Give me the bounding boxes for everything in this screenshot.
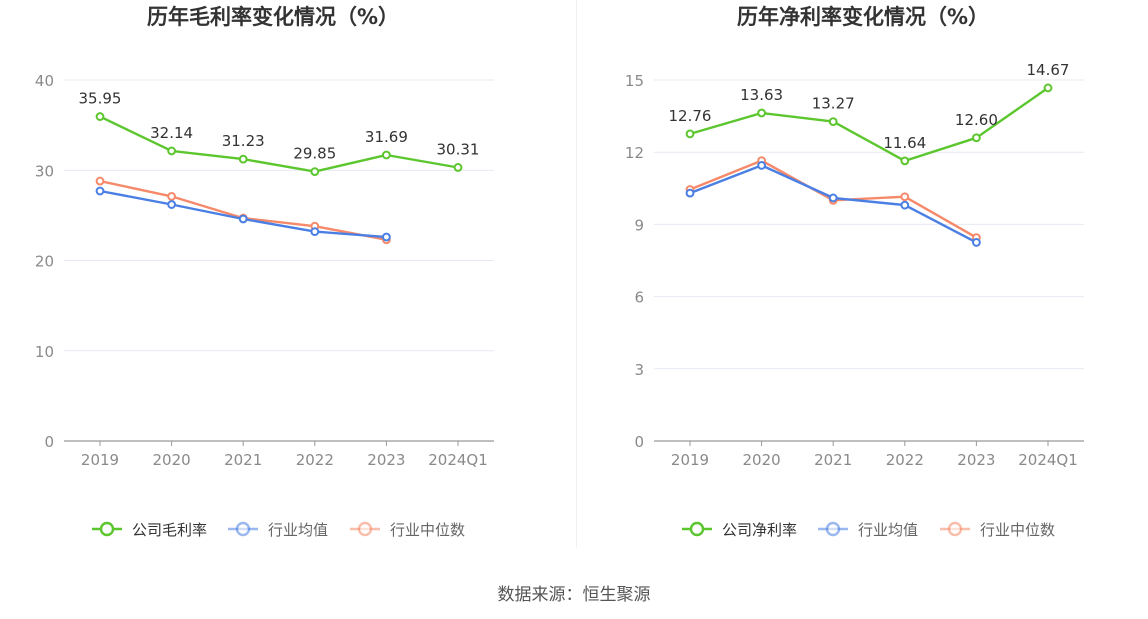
data-point — [238, 214, 248, 224]
x-tick-label: 2020 — [743, 451, 781, 469]
legend-marker — [99, 521, 115, 537]
legend-marker — [947, 521, 963, 537]
data-point — [382, 150, 391, 160]
y-tick-label: 9 — [634, 216, 644, 234]
x-tick-label: 2021 — [224, 451, 262, 469]
data-point — [757, 161, 766, 170]
data-label: 12.76 — [669, 107, 712, 125]
x-tick-label: 2022 — [296, 451, 334, 469]
data-point — [95, 112, 105, 121]
x-tick-label: 2020 — [153, 451, 191, 469]
data-label: 14.67 — [1027, 61, 1070, 79]
data-point — [972, 133, 981, 143]
legend-label: 公司净利率 — [722, 521, 797, 539]
x-tick-label: 2022 — [886, 451, 924, 469]
legend-marker — [825, 521, 841, 537]
y-tick-label: 10 — [35, 343, 54, 361]
series-line-1 — [99, 115, 459, 173]
data-point — [828, 117, 838, 127]
panel-divider — [576, 0, 577, 548]
data-source-note: 数据来源：恒生聚源 — [497, 585, 651, 605]
chart-title: 历年净利率变化情况（%） — [737, 5, 989, 29]
data-point — [95, 176, 105, 186]
data-label: 31.23 — [222, 132, 265, 150]
legend-marker — [235, 521, 251, 537]
legend-marker — [357, 521, 373, 537]
y-tick-label: 15 — [625, 72, 644, 90]
series-line-3 — [99, 179, 387, 241]
series-line-1 — [689, 86, 1049, 163]
legend-label: 行业中位数 — [390, 521, 465, 539]
data-point — [828, 193, 838, 203]
chart-2: 历年净利率变化情况（%） 0 3 6 9 12 15 2019 2020 2021 2022 2023… — [625, 5, 1084, 539]
chart-title: 历年毛利率变化情况（%） — [147, 5, 399, 29]
y-tick-label: 30 — [35, 162, 54, 180]
data-label: 32.14 — [150, 124, 193, 142]
data-point — [1043, 83, 1053, 93]
x-tick-label: 2023 — [367, 451, 405, 469]
data-label: 31.69 — [365, 128, 408, 146]
x-tick-label: 2019 — [671, 451, 709, 469]
data-label: 11.64 — [883, 134, 926, 152]
data-point — [685, 188, 695, 198]
data-point — [900, 156, 910, 166]
y-tick-label: 40 — [35, 72, 54, 90]
legend-label: 行业均值 — [858, 521, 918, 539]
legend-label: 行业均值 — [268, 521, 328, 539]
data-point — [167, 146, 177, 156]
y-tick-label: 0 — [634, 433, 644, 451]
data-label: 13.63 — [740, 86, 783, 104]
data-label: 13.27 — [812, 95, 855, 113]
data-label: 12.60 — [955, 111, 998, 129]
data-label: 29.85 — [293, 145, 336, 163]
x-tick-label: 2024Q1 — [1018, 451, 1078, 469]
data-point — [310, 227, 320, 237]
data-point — [685, 129, 695, 139]
data-label: 30.31 — [437, 140, 480, 158]
data-point — [900, 200, 910, 210]
chart-1: 历年毛利率变化情况（%） 0 10 20 30 40 2019 2020 2021 2022 202… — [35, 5, 494, 539]
data-point — [167, 192, 177, 201]
data-point — [95, 186, 105, 196]
data-point — [382, 232, 391, 242]
y-tick-label: 6 — [634, 289, 644, 307]
y-tick-label: 0 — [44, 433, 54, 451]
data-point — [757, 108, 766, 118]
y-tick-label: 20 — [35, 253, 54, 271]
data-point — [900, 192, 910, 202]
legend-marker — [689, 521, 705, 537]
data-point — [310, 167, 320, 177]
x-tick-label: 2023 — [957, 451, 995, 469]
data-point — [238, 154, 248, 164]
data-point — [167, 200, 177, 209]
y-tick-label: 3 — [634, 361, 644, 379]
x-tick-label: 2024Q1 — [428, 451, 488, 469]
data-label: 35.95 — [79, 90, 122, 108]
legend-label: 行业中位数 — [980, 521, 1055, 539]
legend-label: 公司毛利率 — [132, 521, 207, 539]
x-tick-label: 2021 — [814, 451, 852, 469]
data-point — [453, 163, 463, 172]
data-point — [972, 238, 981, 247]
x-tick-label: 2019 — [81, 451, 119, 469]
y-tick-label: 12 — [625, 144, 644, 162]
